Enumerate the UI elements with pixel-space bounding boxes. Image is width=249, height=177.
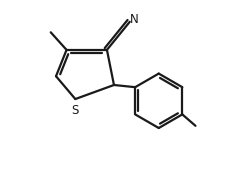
- Text: S: S: [72, 104, 79, 117]
- Text: N: N: [130, 13, 139, 26]
